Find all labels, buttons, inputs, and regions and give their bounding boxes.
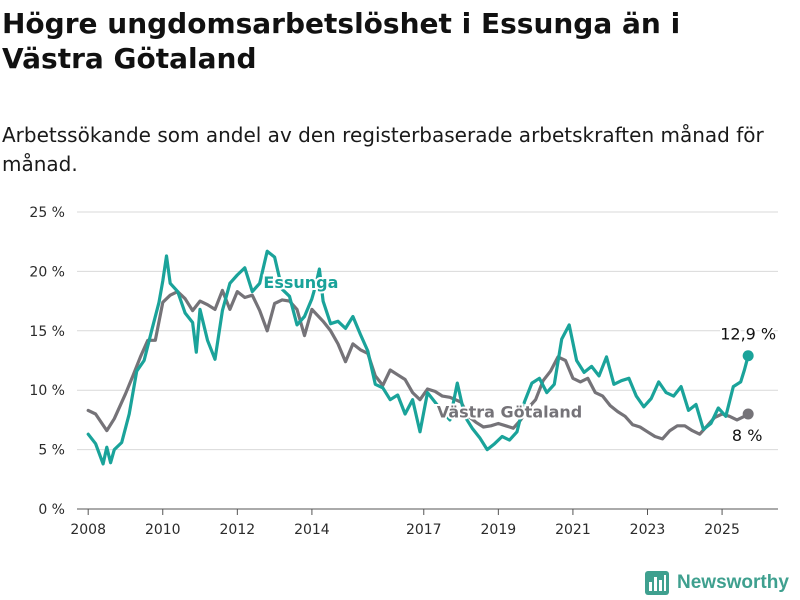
x-tick-label: 2025 <box>704 522 740 538</box>
x-tick-label: 2014 <box>294 522 330 538</box>
x-axis: 2008 2010 2012 2014 2017 2019 2021 2023 2025 <box>70 509 740 538</box>
x-tick-label: 2023 <box>630 522 666 538</box>
series-line-v-stra-g-taland <box>86 288 750 441</box>
y-tick-label: 10 % <box>29 383 65 399</box>
gridlines: 0 % 5 % 10 % 15 % 20 % 25 % <box>29 205 778 518</box>
newsworthy-logo: Newsworthy <box>644 569 789 597</box>
chart-title: Högre ungdomsarbetslöshet i Essunga än i… <box>2 7 681 75</box>
bar-chart-logo-icon <box>645 571 669 595</box>
end-label-vastra-gotaland: 8 % <box>732 426 762 445</box>
x-tick-label: 2019 <box>481 522 517 538</box>
y-tick-label: 5 % <box>38 443 65 459</box>
x-tick-label: 2017 <box>406 522 442 538</box>
series-group <box>86 249 754 466</box>
y-tick-label: 0 % <box>38 502 65 518</box>
series-labels: Essunga Västra Götaland 12,9 % 8 % <box>261 271 778 447</box>
x-tick-label: 2010 <box>145 522 181 538</box>
series-name-vastra-gotaland: Västra Götaland <box>437 403 582 422</box>
end-point-v-stra-g-taland <box>742 408 754 420</box>
end-label-essunga: 12,9 % <box>720 325 776 344</box>
y-tick-label: 20 % <box>29 264 65 280</box>
series-name-essunga: Essunga <box>263 273 338 292</box>
end-point-essunga <box>742 350 754 362</box>
chart-subtitle: Arbetssökande som andel av den registerb… <box>2 123 764 176</box>
y-tick-label: 25 % <box>29 205 65 221</box>
x-tick-label: 2008 <box>70 522 106 538</box>
x-tick-label: 2012 <box>220 522 256 538</box>
brand-name: Newsworthy <box>677 572 789 593</box>
series-line-essunga <box>86 249 750 466</box>
x-tick-label: 2021 <box>555 522 591 538</box>
y-tick-label: 15 % <box>29 324 65 340</box>
